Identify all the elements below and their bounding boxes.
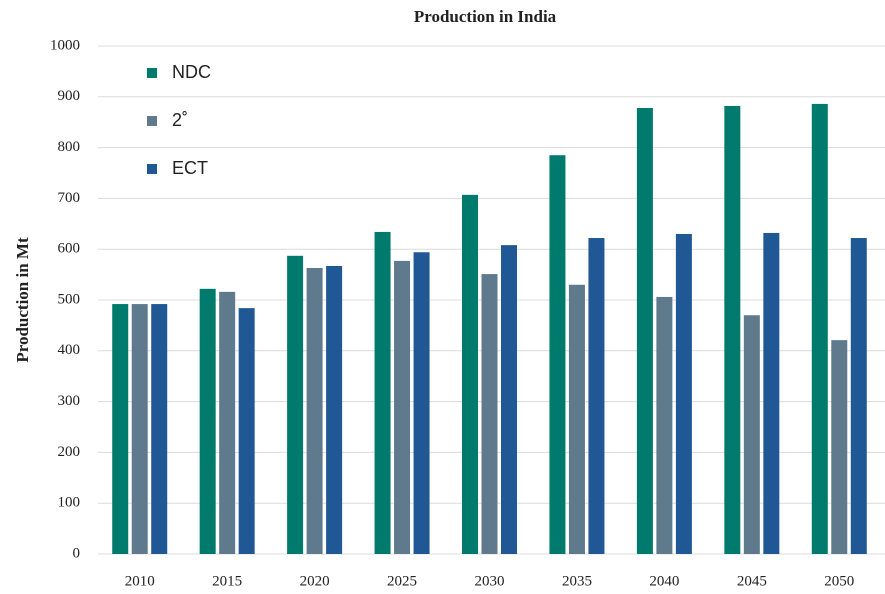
legend-swatch	[147, 68, 157, 78]
bar	[636, 107, 653, 554]
bar	[374, 231, 391, 555]
y-tick-label: 400	[58, 342, 81, 358]
bar	[831, 340, 848, 554]
bar	[413, 252, 430, 555]
x-tick-label: 2025	[387, 573, 417, 589]
x-tick-label: 2035	[562, 573, 592, 589]
y-tick-label: 1000	[50, 37, 80, 53]
bar	[501, 245, 517, 555]
y-tick-label: 600	[58, 241, 81, 257]
bar	[724, 105, 741, 554]
bar	[588, 238, 605, 555]
bar	[811, 103, 828, 555]
bar	[151, 304, 168, 554]
legend-label: 2˚	[172, 110, 188, 130]
bar	[219, 291, 236, 554]
bar	[568, 284, 585, 554]
bar	[549, 155, 566, 554]
y-tick-label: 700	[58, 190, 81, 206]
x-tick-label: 2020	[300, 573, 330, 589]
bar	[481, 274, 498, 554]
x-tick-label: 2040	[649, 573, 679, 589]
bar	[763, 232, 780, 554]
legend-swatch	[147, 116, 157, 126]
y-tick-label: 100	[58, 495, 81, 511]
x-tick-label: 2030	[475, 573, 505, 589]
bar	[238, 308, 255, 554]
y-tick-label: 0	[73, 545, 81, 561]
bar	[306, 267, 323, 554]
y-tick-label: 500	[58, 291, 81, 307]
y-tick-label: 900	[58, 88, 81, 104]
bar	[462, 194, 478, 554]
bar	[199, 288, 216, 554]
legend-label: ECT	[172, 158, 208, 178]
bar	[743, 315, 760, 554]
x-tick-label: 2050	[824, 573, 854, 589]
bar	[131, 304, 148, 554]
bar	[112, 304, 129, 554]
bar	[326, 265, 343, 554]
legend-label: NDC	[172, 62, 211, 82]
legend-swatch	[147, 164, 157, 174]
y-tick-label: 200	[58, 444, 81, 460]
x-tick-label: 2045	[737, 573, 767, 589]
bar	[394, 260, 411, 554]
bar	[287, 255, 304, 554]
y-tick-label: 300	[58, 393, 81, 409]
chart-title: Production in India	[414, 7, 557, 26]
bar	[675, 233, 692, 554]
bar	[656, 296, 673, 554]
x-tick-label: 2015	[212, 573, 242, 589]
y-tick-label: 800	[58, 139, 81, 155]
y-axis-label: Production in Mt	[13, 237, 32, 363]
bar	[850, 238, 867, 555]
x-tick-label: 2010	[125, 573, 155, 589]
